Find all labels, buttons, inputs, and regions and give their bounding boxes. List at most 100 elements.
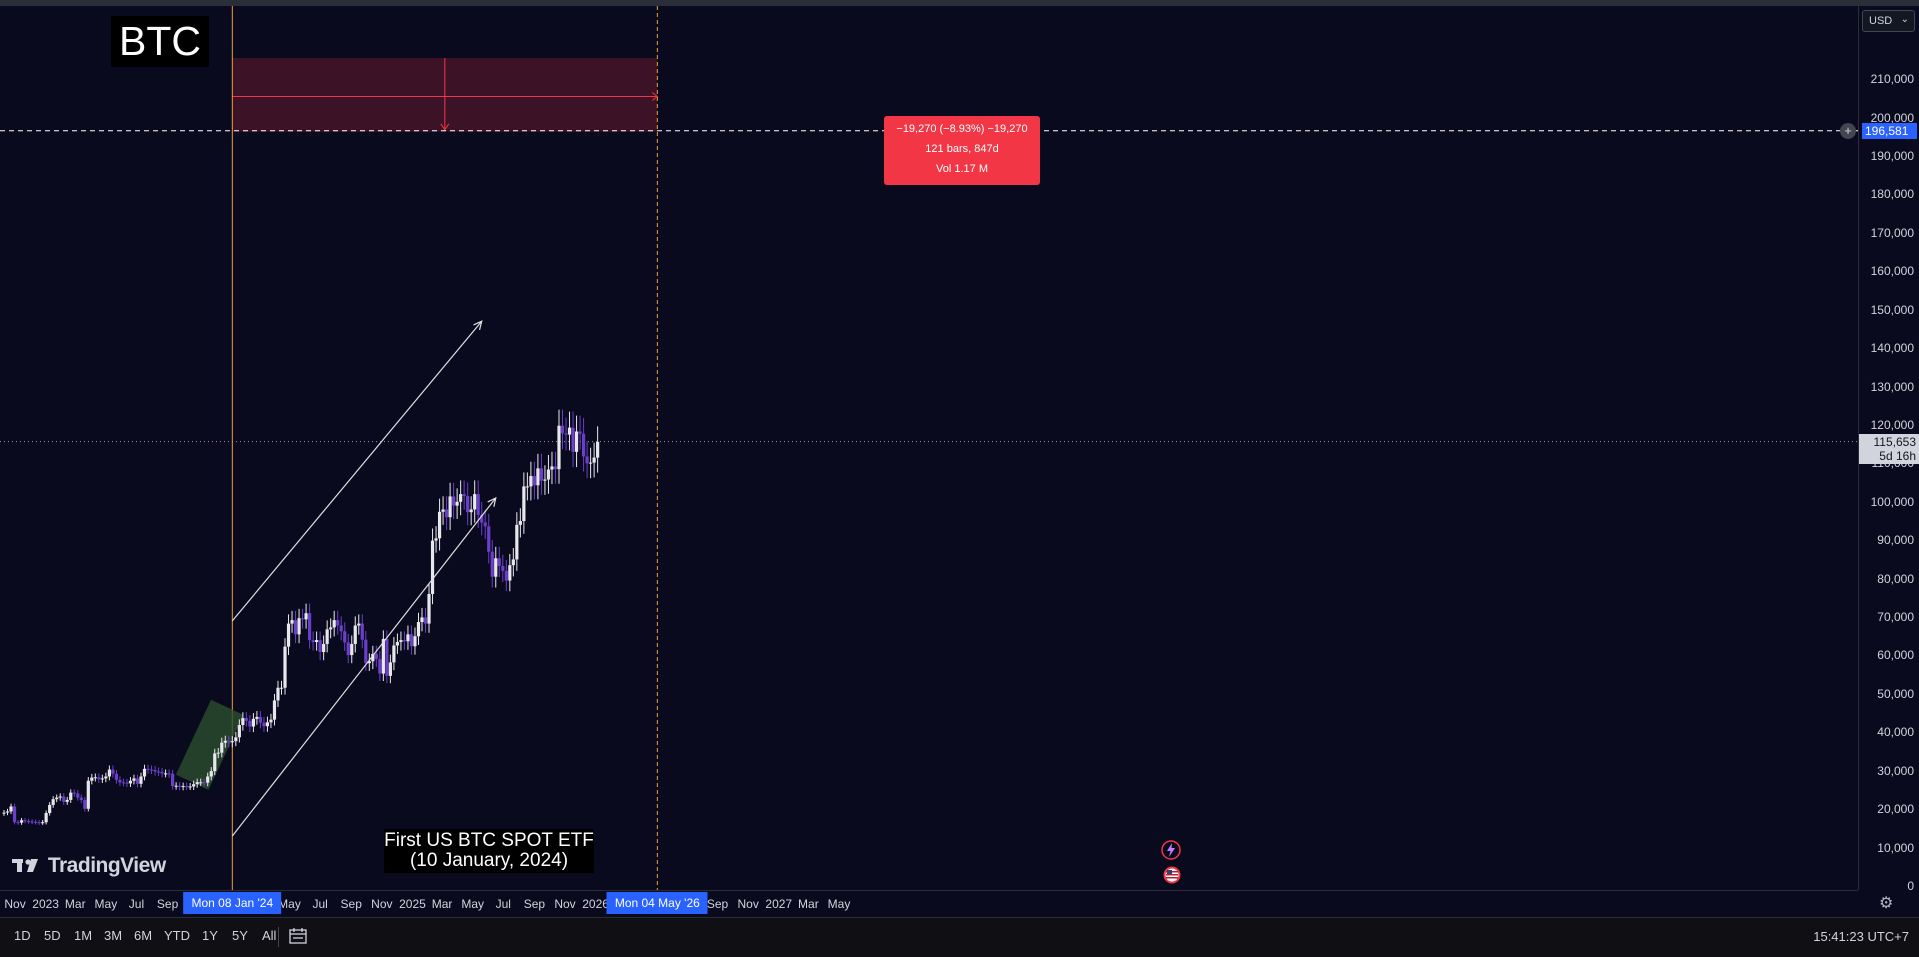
add-alert-plus-icon[interactable]: + bbox=[1840, 122, 1856, 139]
calendar-icon[interactable] bbox=[288, 926, 308, 946]
candle-body bbox=[427, 594, 431, 624]
price-tick: 30,000 bbox=[1877, 763, 1914, 778]
range-button-5d[interactable]: 5D bbox=[44, 928, 61, 943]
candle-body bbox=[244, 718, 248, 721]
candle-body bbox=[332, 620, 336, 628]
currency-selector[interactable]: USD ⌄ bbox=[1862, 10, 1915, 32]
candle-body bbox=[508, 565, 512, 581]
price-tick: 140,000 bbox=[1870, 341, 1914, 356]
ticker-label: BTC bbox=[111, 16, 209, 67]
event-us-flag-icon[interactable] bbox=[1162, 865, 1182, 885]
candle-body bbox=[343, 631, 347, 643]
candle-body bbox=[290, 620, 294, 624]
range-button-1m[interactable]: 1M bbox=[74, 928, 93, 943]
time-tick: Sep bbox=[706, 897, 729, 911]
candle-body bbox=[149, 769, 154, 771]
time-tick: May bbox=[827, 897, 851, 911]
price-tick: 60,000 bbox=[1877, 648, 1914, 663]
candle-body bbox=[41, 822, 45, 824]
etf-date-axis-label: Mon 08 Jan '24 bbox=[183, 892, 282, 914]
candle-body bbox=[279, 687, 284, 689]
range-button-1y[interactable]: 1Y bbox=[202, 928, 218, 943]
time-tick: Jul bbox=[312, 897, 328, 911]
candle-body bbox=[139, 776, 143, 784]
time-tick: 2026 bbox=[582, 897, 609, 911]
candle-body bbox=[269, 719, 273, 723]
clock: 15:41:23 UTC+7 bbox=[1813, 929, 1909, 944]
candle-body bbox=[518, 521, 522, 525]
candle-body bbox=[153, 769, 157, 772]
price-tick: 160,000 bbox=[1870, 264, 1914, 279]
etf-annotation-line2: (10 January, 2024) bbox=[409, 850, 569, 871]
candle-body bbox=[213, 753, 217, 772]
time-tick: 2027 bbox=[765, 897, 793, 911]
price-tick: 100,000 bbox=[1870, 494, 1914, 509]
etf-annotation: First US BTC SPOT ETF (10 January, 2024) bbox=[384, 829, 594, 873]
candle-body bbox=[589, 462, 593, 464]
candle-body bbox=[5, 811, 10, 813]
price-tick: 130,000 bbox=[1870, 379, 1914, 394]
candle-body bbox=[487, 526, 491, 552]
candle-body bbox=[220, 742, 224, 753]
price-tick: 180,000 bbox=[1870, 187, 1914, 202]
candle-body bbox=[262, 722, 266, 727]
time-tick: Nov bbox=[4, 897, 26, 911]
time-tick: Jul bbox=[128, 897, 145, 911]
range-button-5y[interactable]: 5Y bbox=[232, 928, 248, 943]
time-tick: Sep bbox=[340, 897, 362, 911]
candle-body bbox=[557, 425, 561, 470]
top-border bbox=[0, 0, 1919, 6]
candle-body bbox=[480, 514, 484, 523]
measure-bars: 121 bars, 847d bbox=[925, 143, 999, 155]
range-button-ytd[interactable]: YTD bbox=[164, 928, 190, 943]
candle-body bbox=[578, 431, 582, 434]
candle-body bbox=[574, 431, 579, 452]
candle-body bbox=[539, 468, 544, 481]
candle-body bbox=[65, 799, 69, 802]
candle-body bbox=[251, 718, 255, 727]
candle-body bbox=[448, 496, 452, 518]
candle-body bbox=[374, 653, 378, 659]
range-button-all[interactable]: All bbox=[262, 928, 277, 943]
chevron-down-icon: ⌄ bbox=[1900, 14, 1909, 25]
candle-body bbox=[188, 786, 192, 788]
price-tick: 90,000 bbox=[1877, 533, 1914, 548]
candle-body bbox=[121, 782, 126, 784]
range-button-3m[interactable]: 3M bbox=[104, 928, 123, 943]
gear-icon[interactable]: ⚙ bbox=[1879, 895, 1894, 912]
candle-body bbox=[550, 466, 554, 470]
candle-body bbox=[444, 509, 449, 518]
event-flash-icon[interactable] bbox=[1160, 839, 1181, 860]
candle-body bbox=[360, 623, 364, 640]
range-button-1d[interactable]: 1D bbox=[14, 928, 31, 943]
candle-body bbox=[497, 558, 501, 566]
candle-body bbox=[90, 777, 94, 781]
price-tick: 200,000 bbox=[1870, 110, 1914, 125]
time-tick: 2025 bbox=[399, 897, 426, 911]
candle-body bbox=[248, 720, 252, 727]
target-price-label: 196,581 bbox=[1862, 122, 1917, 139]
candle-body bbox=[459, 494, 463, 502]
price-tick: 150,000 bbox=[1870, 302, 1914, 317]
candle-body bbox=[30, 821, 34, 823]
candle-body bbox=[388, 662, 392, 676]
price-tick: 210,000 bbox=[1870, 72, 1914, 87]
candle-body bbox=[371, 653, 375, 662]
price-tick: 190,000 bbox=[1870, 149, 1914, 164]
price-chart[interactable] bbox=[0, 6, 1858, 890]
candle-body bbox=[339, 625, 343, 632]
candle-body bbox=[93, 777, 97, 779]
time-tick: Mar bbox=[64, 897, 86, 911]
range-button-6m[interactable]: 6M bbox=[134, 928, 153, 943]
candle-body bbox=[163, 773, 168, 775]
candle-body bbox=[473, 494, 477, 510]
candle-body bbox=[265, 722, 270, 727]
candle-body bbox=[494, 558, 498, 577]
candle-body bbox=[79, 797, 83, 800]
candle-body bbox=[430, 540, 435, 595]
candle-body bbox=[476, 494, 480, 515]
time-axis[interactable]: Nov 2023 Mar May Jul Sep Nov Mar May Jul Sep Nov 202… bbox=[0, 890, 1858, 917]
tradingview-logo[interactable]: TradingView bbox=[12, 854, 166, 878]
candle-body bbox=[581, 433, 586, 457]
last-price-label: 115,653 bbox=[1859, 433, 1919, 450]
